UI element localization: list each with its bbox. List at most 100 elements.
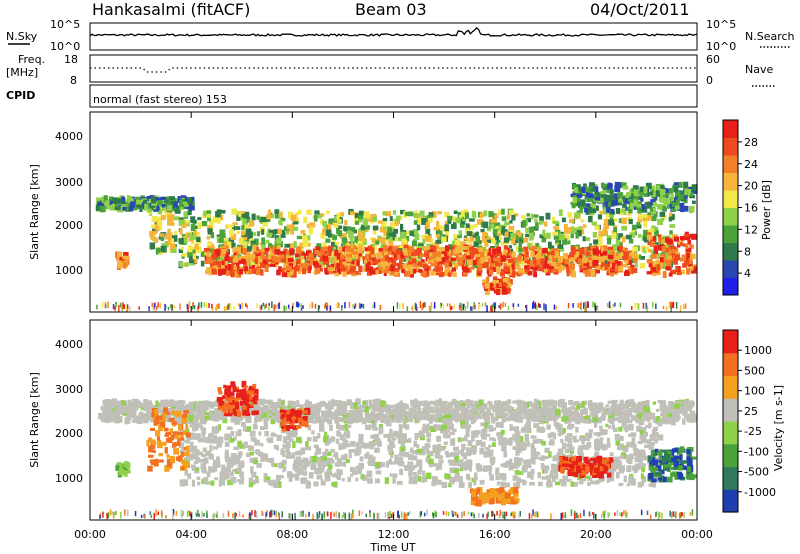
power-data-cell-0 (421, 305, 423, 311)
power-data-cell-4 (278, 266, 282, 272)
vel-data-cell-1 (526, 409, 533, 415)
vel-data-cell-1 (424, 409, 430, 415)
power-cbar-ticks-label: 20 (744, 180, 758, 193)
power-data-cell-3 (268, 229, 274, 233)
power-data-cell-4 (367, 254, 372, 260)
power-data-cell-3 (598, 230, 604, 238)
power-data-cell-5 (175, 205, 180, 213)
vel-data-cell-1 (337, 402, 343, 409)
power-data-cell-3 (247, 246, 252, 252)
power-data-cell-8 (649, 240, 655, 247)
power-data-cell-8 (688, 258, 693, 265)
power-data-cell-0 (670, 301, 672, 309)
power-data-cell-0 (275, 304, 277, 309)
vel-data-cell-1 (357, 405, 363, 409)
power-data-cell-3 (669, 230, 673, 235)
vel-data-cell-1 (422, 416, 428, 421)
vel-data-cell-2 (641, 465, 646, 473)
power-data-cell-3 (539, 234, 544, 239)
power-data-cell-0 (154, 306, 157, 311)
vel-data-cell-1 (131, 398, 138, 406)
power-data-cell-4 (227, 267, 232, 275)
power-data-cell-3 (250, 261, 256, 266)
power-data-cell-3 (480, 229, 485, 233)
power-data-cell-4 (338, 246, 343, 253)
power-colorbar-swatch (723, 225, 738, 243)
power-data-cell-6 (637, 207, 643, 214)
power-data-cell-3 (654, 230, 659, 237)
power-data-cell-3 (425, 228, 431, 234)
power-data-cell-3 (236, 214, 241, 221)
power-data-cell-4 (300, 255, 305, 260)
vel-data-cell-1 (405, 410, 412, 414)
power-data-cell-4 (228, 256, 233, 262)
power-data-cell-4 (622, 255, 629, 260)
vel-data-cell-0 (496, 511, 498, 516)
power-data-cell-3 (387, 227, 393, 233)
power-data-cell-4 (624, 248, 629, 252)
power-data-cell-3 (607, 238, 612, 245)
power-data-cell-4 (281, 272, 288, 278)
power-data-cell-0 (292, 302, 294, 309)
power-data-cell-4 (513, 258, 520, 262)
vel-data-cell-0 (406, 513, 408, 520)
power-data-cell-3 (466, 240, 473, 244)
power-data-cell-4 (388, 259, 392, 263)
vel-data-cell-0 (518, 512, 520, 518)
vel-data-cell-0 (640, 509, 643, 516)
power-data-cell-3 (460, 210, 467, 217)
vel-data-cell-1 (192, 416, 197, 424)
vel-data-cell-1 (490, 412, 494, 420)
power-data-cell-3 (340, 212, 345, 217)
power-data-cell-4 (548, 254, 553, 261)
vel-data-cell-1 (351, 409, 356, 417)
power-data-cell-3 (243, 241, 247, 247)
noise-right-label: N.Search (745, 30, 795, 43)
vel-data-cell-1 (596, 417, 602, 424)
vel-data-cell-0 (112, 512, 115, 519)
power-data-cell-4 (384, 255, 389, 261)
power-data-cell-2 (171, 243, 176, 250)
power-data-cell-7 (484, 282, 491, 289)
power-data-cell-4 (403, 244, 409, 251)
power-data-cell-6 (631, 187, 636, 192)
power-data-cell-3 (274, 235, 280, 240)
power-data-cell-6 (589, 182, 595, 189)
power-data-cell-4 (206, 252, 211, 258)
power-data-cell-4 (319, 255, 324, 262)
vel-data-cell-1 (517, 401, 522, 407)
power-data-cell-6 (668, 188, 673, 194)
power-data-cell-4 (588, 250, 594, 256)
power-data-cell-6 (614, 185, 621, 192)
vel-data-cell-1 (474, 400, 480, 405)
power-data-cell-3 (210, 232, 215, 239)
power-data-cell-4 (529, 247, 533, 251)
vel-data-cell-1 (637, 401, 643, 408)
power-data-cell-3 (625, 234, 632, 240)
vel-data-cell-1 (446, 413, 452, 419)
power-data-cell-8 (690, 233, 697, 240)
vel-data-cell-1 (391, 414, 396, 421)
vel-data-cell-1 (551, 404, 557, 411)
power-data-cell-3 (479, 212, 484, 219)
power-data-cell-4 (579, 247, 585, 255)
vel-data-cell-1 (327, 400, 333, 404)
vel-data-cell-1 (111, 398, 117, 406)
vel-data-cell-0 (531, 514, 533, 519)
power-data-cell-4 (490, 263, 494, 267)
power-data-cell-4 (444, 266, 451, 272)
power-data-cell-4 (591, 270, 596, 277)
vel-data-cell-1 (100, 417, 105, 423)
power-data-cell-3 (266, 214, 271, 220)
power-data-cell-0 (665, 306, 668, 311)
power-data-cell-5 (158, 200, 163, 206)
power-data-cell-0 (583, 302, 585, 309)
power-data-cell-3 (389, 236, 395, 241)
vel-data-cell-1 (512, 400, 518, 404)
power-data-cell-4 (370, 247, 375, 255)
vel-data-cell-1 (410, 400, 416, 405)
power-data-cell-0 (492, 304, 495, 308)
power-data-cell-8 (674, 270, 678, 275)
vel-data-cell-1 (611, 402, 617, 409)
vel-data-cell-1 (446, 416, 453, 421)
